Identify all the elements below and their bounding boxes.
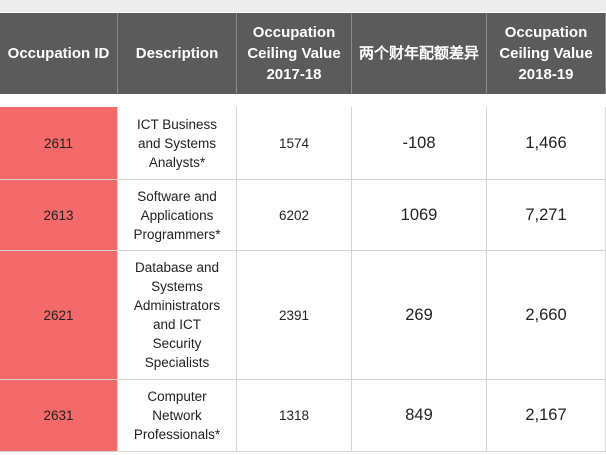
cell-text: Security xyxy=(152,336,202,351)
cell-text: 2613 xyxy=(43,207,74,223)
cell-text: 1574 xyxy=(278,135,310,151)
cell-text: 2391 xyxy=(278,307,310,323)
table-cell: 1318 xyxy=(237,380,352,452)
table-cell: 1069 xyxy=(352,180,487,251)
header-cell: Occupation Ceiling Value 2017-18 xyxy=(237,13,352,94)
cell-text: 2,167 xyxy=(525,406,567,424)
cell-text: and Systems xyxy=(137,135,217,151)
cell-text: 2631 xyxy=(43,408,74,423)
cell-text: 2621 xyxy=(43,307,74,323)
table-cell: 2391 xyxy=(237,251,352,380)
cell-text: Professionals* xyxy=(133,427,221,442)
table-cell: Database and Systems Administrators and ICT… xyxy=(118,251,237,380)
cell-text: 2018-19 xyxy=(518,66,574,83)
cell-text: 2017-18 xyxy=(266,66,322,83)
cell-text: Database and xyxy=(134,260,220,275)
table-cell: Software and Applications Programmers* xyxy=(118,180,237,251)
table-cell: 2,167 xyxy=(487,380,606,452)
cell-text: Description xyxy=(135,45,219,62)
cell-text: 849 xyxy=(405,406,433,424)
cell-text: Specialists xyxy=(144,355,210,370)
cell-text: Applications xyxy=(140,207,214,223)
cell-text: Programmers* xyxy=(133,226,221,242)
table-cell: 1574 xyxy=(237,107,352,180)
cell-text: Analysts* xyxy=(148,154,206,170)
cell-text: 7,271 xyxy=(525,205,567,224)
cell-text: Occupation xyxy=(504,24,588,41)
cell-text: and ICT xyxy=(152,317,202,332)
table-cell: 2,660 xyxy=(487,251,606,380)
table-cell: 6202 xyxy=(237,180,352,251)
cell-text: 269 xyxy=(405,305,433,324)
cell-text: Systems xyxy=(151,279,203,294)
cell-text: Computer xyxy=(147,389,207,404)
table-cell: 2621 xyxy=(0,251,118,380)
cell-text: Software and xyxy=(137,188,217,204)
cell-text: Occupation xyxy=(252,24,336,41)
header-cell: Description xyxy=(118,13,237,94)
cell-text: Ceiling Value xyxy=(247,45,341,62)
cell-text: Network xyxy=(152,408,202,423)
table-cell: 2631 xyxy=(0,380,118,452)
top-band xyxy=(0,0,606,12)
cell-text: 1069 xyxy=(400,205,438,224)
table-cell: 2611 xyxy=(0,107,118,180)
header-cell: Occupation ID xyxy=(0,13,118,94)
table-cell: 849 xyxy=(352,380,487,452)
cell-text: ICT Business xyxy=(136,116,218,132)
cell-text: Ceiling Value xyxy=(499,45,593,62)
table-cell: 7,271 xyxy=(487,180,606,251)
cell-text: 1318 xyxy=(278,408,310,423)
header-cell: Occupation Ceiling Value 2018-19 xyxy=(487,13,606,94)
cell-text: 1,466 xyxy=(525,133,567,152)
cell-text: -108 xyxy=(402,133,436,152)
cell-text: 2,660 xyxy=(525,305,567,324)
table-cell: Computer Network Professionals* xyxy=(118,380,237,452)
cell-text: 两个财年配额差异 xyxy=(358,45,479,62)
cell-text: 6202 xyxy=(278,207,310,223)
table-cell: 2613 xyxy=(0,180,118,251)
cell-text: 2611 xyxy=(43,135,74,151)
cell-text: Occupation ID xyxy=(7,45,110,62)
table-cell: ICT Business and Systems Analysts* xyxy=(118,107,237,180)
table-cell: 269 xyxy=(352,251,487,380)
header-cell: 两个财年配额差异 xyxy=(352,13,487,94)
cell-text: Administrators xyxy=(133,298,221,313)
table-cell: 1,466 xyxy=(487,107,606,180)
table-cell: -108 xyxy=(352,107,487,180)
